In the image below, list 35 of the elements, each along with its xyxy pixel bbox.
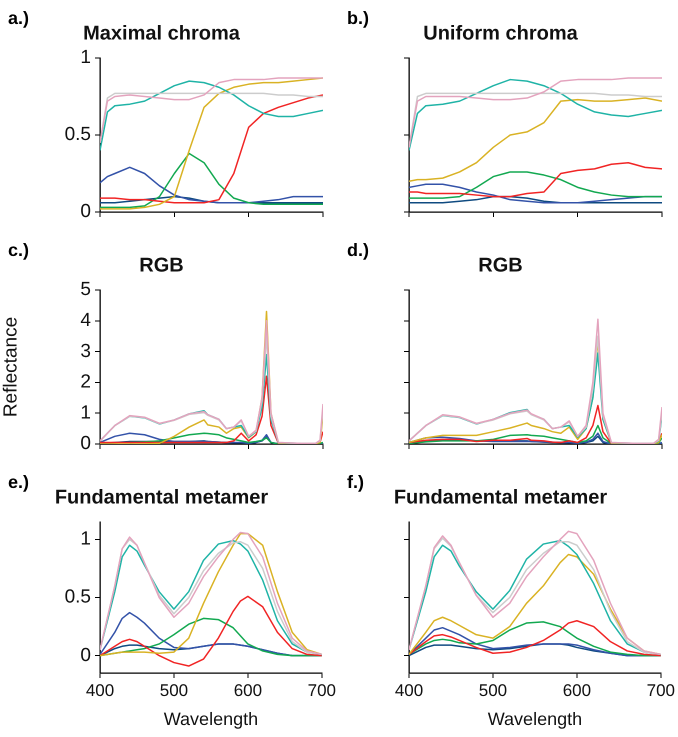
text: b.) bbox=[347, 8, 369, 28]
chart-title: Fundamental metamer bbox=[394, 486, 608, 509]
x-tick-label: 400 bbox=[394, 680, 424, 700]
y-tick-label: 1 bbox=[80, 528, 91, 550]
x-tick-label: 700 bbox=[308, 680, 336, 700]
x-tick-label: 600 bbox=[562, 680, 592, 700]
chart-title: Fundamental metamer bbox=[54, 486, 268, 509]
y-axis-title: Reflectance bbox=[0, 316, 22, 418]
text: c.) bbox=[8, 240, 30, 260]
y-tick-label: 0.5 bbox=[64, 586, 91, 608]
y-tick-label: 0.5 bbox=[64, 124, 91, 146]
x-tick-label: 700 bbox=[646, 680, 676, 700]
chart-title: RGB bbox=[139, 254, 184, 277]
x-tick-label: 500 bbox=[478, 680, 508, 700]
x-tick-label: 400 bbox=[86, 680, 114, 700]
y-tick-label: 4 bbox=[80, 310, 92, 332]
text: e.) bbox=[8, 472, 30, 492]
x-tick-label: 600 bbox=[234, 680, 262, 700]
text: d.) bbox=[347, 240, 369, 260]
y-tick-label: 0 bbox=[80, 644, 91, 666]
y-tick-label: 0 bbox=[80, 201, 91, 222]
y-tick-label: 1 bbox=[80, 47, 91, 68]
text: f.) bbox=[347, 472, 364, 492]
y-tick-label: 5 bbox=[80, 279, 91, 300]
x-axis-title: Wavelength bbox=[488, 709, 582, 730]
chart-title: RGB bbox=[478, 254, 523, 277]
chart-title: Uniform chroma bbox=[423, 22, 579, 45]
text: a.) bbox=[8, 8, 30, 28]
y-tick-label: 0 bbox=[80, 433, 91, 454]
y-tick-label: 3 bbox=[80, 340, 91, 362]
y-tick-label: 1 bbox=[80, 402, 91, 424]
x-axis-title: Wavelength bbox=[164, 709, 258, 730]
y-tick-label: 2 bbox=[80, 372, 91, 393]
chart-title: Maximal chroma bbox=[83, 22, 241, 45]
x-tick-label: 500 bbox=[160, 680, 188, 700]
